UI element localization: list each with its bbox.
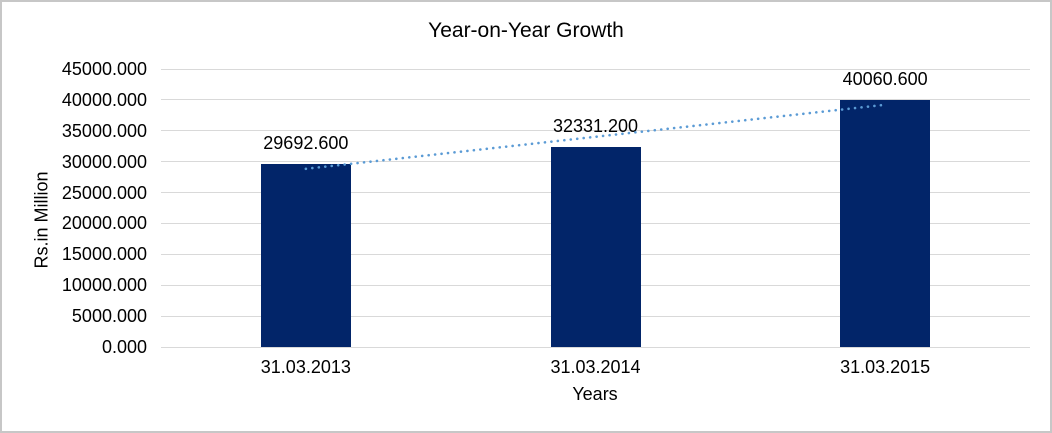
bar-31.03.2015 bbox=[840, 100, 931, 347]
bar-value-label: 40060.600 bbox=[842, 69, 928, 89]
y-axis-tick-label: 35000.000 bbox=[61, 120, 147, 141]
gridline bbox=[161, 346, 1030, 348]
y-axis-tick-label: 10000.000 bbox=[61, 275, 147, 296]
bar-value-label: 32331.200 bbox=[552, 116, 639, 136]
y-axis-tick-label: 40000.000 bbox=[61, 89, 147, 110]
bar-31.03.2014 bbox=[550, 147, 641, 347]
y-axis-tick-label: 45000.000 bbox=[61, 59, 147, 79]
gridline bbox=[161, 99, 1030, 101]
plot-area: 29692.600 32331.200 40060.600 bbox=[161, 68, 1030, 348]
y-axis-tick-label: 20000.000 bbox=[61, 213, 147, 234]
y-axis-tick-label: 15000.000 bbox=[61, 244, 147, 265]
y-axis-tick-label: 25000.000 bbox=[61, 182, 147, 203]
gridline bbox=[161, 130, 1030, 132]
y-axis-tick-label: 0.000 bbox=[101, 337, 147, 357]
trendline-path bbox=[304, 103, 887, 171]
x-axis-tick-label: 31.03.2015 bbox=[840, 357, 931, 377]
trendline bbox=[304, 103, 887, 171]
bar-31.03.2013 bbox=[260, 164, 351, 347]
x-axis-tick-label: 31.03.2014 bbox=[550, 357, 641, 377]
x-axis-title: Years bbox=[572, 384, 618, 404]
gridline bbox=[161, 68, 1030, 70]
bar-value-label: 29692.600 bbox=[263, 133, 349, 153]
y-axis-tick-label: 30000.000 bbox=[61, 151, 147, 172]
y-axis-tick-label: 5000.000 bbox=[71, 306, 147, 327]
chart-title: Year-on-Year Growth bbox=[428, 19, 624, 42]
x-axis-tick-label: 31.03.2013 bbox=[260, 357, 351, 377]
